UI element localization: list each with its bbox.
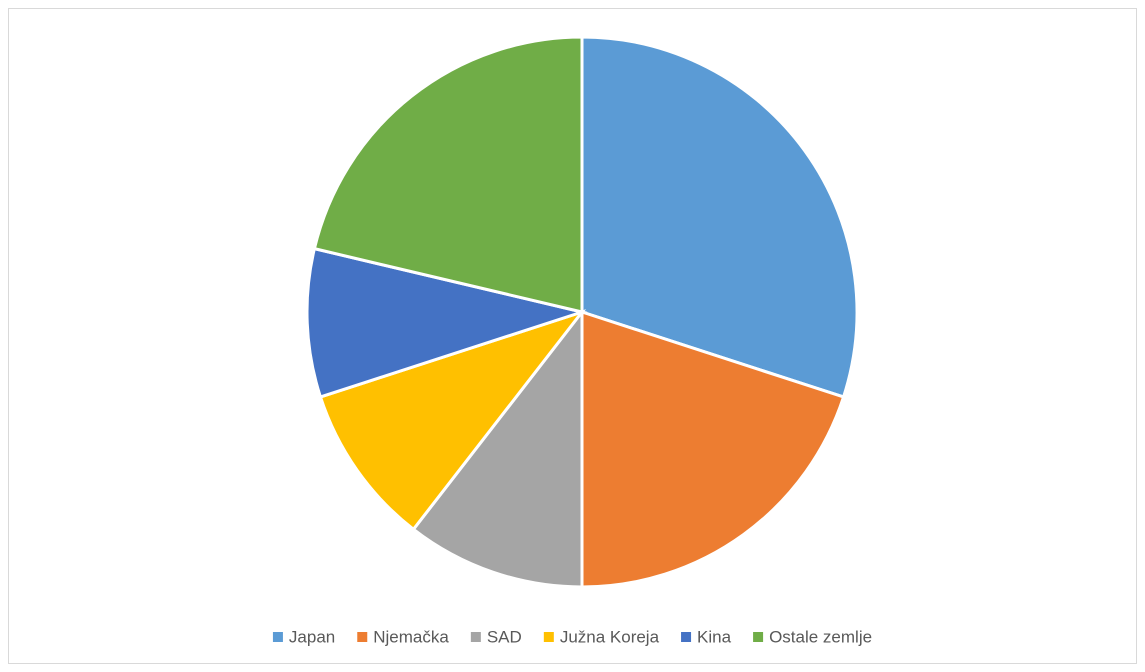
pie-slice — [312, 35, 584, 314]
pie-slice — [411, 307, 584, 589]
pie-slice — [580, 35, 859, 399]
legend-swatch — [681, 632, 692, 642]
legend-swatch — [272, 632, 283, 642]
pie-slice — [318, 309, 587, 532]
legend-label: Južna Koreja — [560, 627, 660, 646]
legend-label: Kina — [697, 627, 732, 646]
legend-swatch — [357, 632, 368, 642]
legend-label: Njemačka — [373, 627, 449, 646]
legend-label: Ostale zemlje — [769, 627, 872, 646]
legend-swatch — [753, 632, 764, 642]
pie-slice — [580, 309, 846, 589]
legend-label: Japan — [289, 627, 335, 646]
pie-slice — [305, 246, 588, 399]
legend-swatch — [470, 632, 481, 642]
legend-label: SAD — [487, 627, 522, 646]
legend-swatch — [543, 632, 554, 642]
